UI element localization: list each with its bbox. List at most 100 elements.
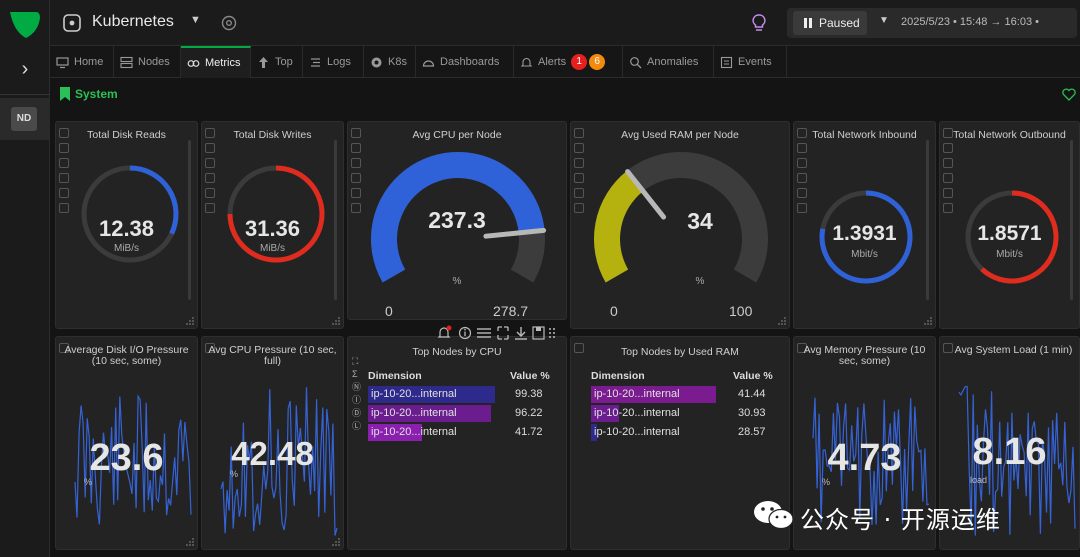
pause-button[interactable]: Paused (793, 11, 867, 35)
expand-icon[interactable]: ⛶ (352, 356, 359, 366)
critical-alerts-badge[interactable]: 1 (571, 54, 588, 70)
col-value[interactable]: Value % (733, 370, 773, 382)
sigma-icon[interactable] (797, 143, 807, 153)
sigma-icon[interactable] (943, 143, 953, 153)
table-row[interactable]: ip-10-20...internal 99.38 (368, 386, 553, 403)
panel-scrollbar[interactable] (334, 140, 337, 300)
resize-handle-icon[interactable] (924, 317, 932, 325)
shield-icon[interactable] (59, 343, 69, 353)
shield-icon[interactable] (205, 343, 215, 353)
label-filter-icon[interactable] (351, 203, 361, 213)
tab-nodes[interactable]: Nodes (114, 46, 181, 78)
table-row[interactable]: ip-10-20...internal 41.44 (591, 386, 776, 403)
resize-handle-icon[interactable] (186, 317, 194, 325)
time-chevron-down-icon[interactable]: ▼ (879, 15, 889, 26)
chart-toolbar (437, 325, 557, 341)
label-filter-icon[interactable] (943, 203, 953, 213)
panel-scrollbar[interactable] (188, 140, 191, 300)
node-filter-icon[interactable] (205, 158, 215, 168)
section-title[interactable]: System (75, 87, 118, 101)
time-range[interactable]: 2025/5/23 • 15:48 → 16:03 • (901, 16, 1039, 28)
tab-metrics[interactable]: Metrics (181, 46, 251, 78)
room-chevron-down-icon[interactable]: ▼ (190, 14, 201, 26)
resize-handle-icon[interactable] (186, 538, 194, 546)
table-row[interactable]: ip-10-20...internal 30.93 (591, 405, 776, 422)
node-filter-icon[interactable] (574, 158, 584, 168)
tab-dashboards[interactable]: Dashboards (416, 46, 514, 78)
tab-anomalies[interactable]: Anomalies (623, 46, 714, 78)
resize-handle-icon[interactable] (778, 317, 786, 325)
panel-scrollbar[interactable] (926, 140, 929, 300)
tab-k8s[interactable]: K8s (364, 46, 416, 78)
tab-home[interactable]: Home (50, 46, 114, 78)
netdata-logo[interactable] (8, 8, 42, 42)
shield-icon[interactable] (797, 343, 807, 353)
instance-filter-icon[interactable] (351, 173, 361, 183)
shield-icon[interactable] (351, 128, 361, 138)
dimension-filter-icon[interactable] (59, 188, 69, 198)
shield-icon[interactable] (574, 128, 584, 138)
shield-icon[interactable] (205, 128, 215, 138)
dimension-filter-icon[interactable] (205, 188, 215, 198)
dimension-filter-icon[interactable] (943, 188, 953, 198)
label-filter-icon[interactable] (797, 203, 807, 213)
sigma-icon[interactable]: Σ (352, 369, 358, 379)
instance-filter-icon[interactable]: Ⓘ (352, 395, 362, 405)
sigma-icon[interactable] (205, 143, 215, 153)
heart-icon[interactable] (1062, 88, 1076, 101)
instance-filter-icon[interactable] (59, 173, 69, 183)
label-filter-icon[interactable] (59, 203, 69, 213)
node-filter-icon[interactable] (59, 158, 69, 168)
node-filter-icon[interactable] (351, 158, 361, 168)
shield-icon[interactable] (59, 128, 69, 138)
label-filter-icon[interactable] (205, 203, 215, 213)
warning-alerts-badge[interactable]: 6 (589, 54, 606, 70)
dimension-filter-icon[interactable] (574, 188, 584, 198)
dimension-filter-icon[interactable]: Ⓓ (352, 408, 362, 418)
tab-logs[interactable]: Logs (303, 46, 364, 78)
tab-top[interactable]: Top (251, 46, 303, 78)
node-filter-icon[interactable] (943, 158, 953, 168)
shield-icon[interactable] (574, 343, 584, 353)
resize-handle-icon[interactable] (332, 317, 340, 325)
tab-alerts[interactable]: Alerts 1 6 (514, 46, 623, 78)
menu-icon[interactable] (477, 328, 491, 338)
sigma-icon[interactable] (574, 143, 584, 153)
label-filter-icon[interactable] (574, 203, 584, 213)
dimension-filter-icon[interactable] (797, 188, 807, 198)
bell-icon[interactable] (437, 325, 452, 338)
table-row[interactable]: ip-10-20...internal 41.72 (368, 424, 553, 441)
fullscreen-icon[interactable] (497, 326, 509, 340)
node-filter-icon[interactable]: Ⓝ (352, 382, 362, 392)
col-value[interactable]: Value % (510, 370, 550, 382)
instance-filter-icon[interactable] (205, 173, 215, 183)
expand-sidebar-chevron-icon[interactable]: › (21, 58, 29, 80)
shield-icon[interactable] (943, 128, 953, 138)
instance-filter-icon[interactable] (797, 173, 807, 183)
col-dimension[interactable]: Dimension (368, 370, 422, 382)
col-dimension[interactable]: Dimension (591, 370, 645, 382)
panel-scrollbar[interactable] (1070, 140, 1073, 300)
sigma-icon[interactable] (59, 143, 69, 153)
room-title[interactable]: Kubernetes (92, 13, 174, 30)
table-row[interactable]: ip-10-20...internal 96.22 (368, 405, 553, 422)
lightbulb-icon[interactable] (750, 13, 768, 33)
space-avatar-badge[interactable]: ND (11, 107, 37, 131)
shield-icon[interactable] (943, 343, 953, 353)
dimension-filter-icon[interactable] (351, 188, 361, 198)
node-filter-icon[interactable] (797, 158, 807, 168)
download-icon[interactable] (515, 327, 527, 340)
drag-handle-icon[interactable] (549, 328, 555, 338)
resize-handle-icon[interactable] (332, 538, 340, 546)
instance-filter-icon[interactable] (574, 173, 584, 183)
info-icon[interactable] (458, 326, 472, 340)
shield-icon[interactable] (797, 128, 807, 138)
table-row[interactable]: ip-10-20...internal 28.57 (591, 424, 776, 441)
gear-icon[interactable] (220, 14, 238, 32)
save-icon[interactable] (532, 326, 545, 340)
node-name: ip-10-20...internal (594, 388, 680, 400)
instance-filter-icon[interactable] (943, 173, 953, 183)
tab-events[interactable]: Events (714, 46, 787, 78)
label-filter-icon[interactable]: Ⓛ (352, 421, 362, 431)
sigma-icon[interactable] (351, 143, 361, 153)
